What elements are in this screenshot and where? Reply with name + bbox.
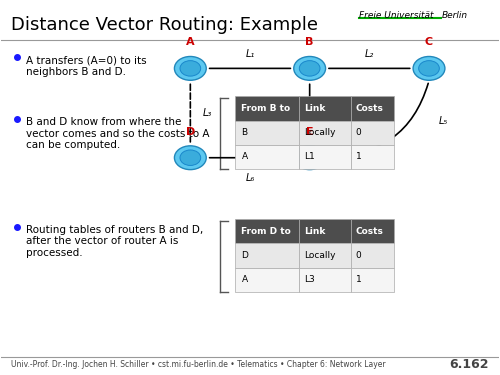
- Circle shape: [294, 146, 326, 170]
- Circle shape: [300, 150, 320, 165]
- FancyBboxPatch shape: [298, 219, 351, 243]
- Text: L1: L1: [304, 152, 314, 161]
- Text: B and D know from where the
vector comes and so the costs to A
can be computed.: B and D know from where the vector comes…: [26, 117, 210, 150]
- Text: A: A: [186, 37, 194, 47]
- Text: A transfers (A=0) to its
neighbors B and D.: A transfers (A=0) to its neighbors B and…: [26, 56, 147, 77]
- FancyBboxPatch shape: [298, 96, 351, 120]
- FancyArrowPatch shape: [329, 83, 428, 154]
- FancyBboxPatch shape: [235, 219, 298, 243]
- Circle shape: [180, 150, 201, 165]
- Circle shape: [174, 57, 206, 80]
- Text: D: D: [242, 251, 248, 260]
- Text: L₄: L₄: [322, 108, 332, 118]
- Text: Costs: Costs: [356, 104, 384, 113]
- Text: 6.162: 6.162: [449, 358, 488, 371]
- Text: From B to: From B to: [242, 104, 290, 113]
- Text: E: E: [306, 126, 314, 136]
- Text: Univ.-Prof. Dr.-Ing. Jochen H. Schiller • cst.mi.fu-berlin.de • Telematics • Cha: Univ.-Prof. Dr.-Ing. Jochen H. Schiller …: [12, 360, 386, 369]
- FancyBboxPatch shape: [351, 219, 394, 243]
- Text: L3: L3: [304, 275, 314, 284]
- Text: Berlin: Berlin: [442, 11, 468, 20]
- Text: Locally: Locally: [304, 128, 336, 137]
- Text: Distance Vector Routing: Example: Distance Vector Routing: Example: [12, 16, 318, 34]
- Text: L₃: L₃: [203, 108, 212, 118]
- Text: Locally: Locally: [304, 251, 336, 260]
- FancyBboxPatch shape: [298, 145, 351, 169]
- Text: L₂: L₂: [364, 49, 374, 59]
- Text: B: B: [306, 37, 314, 47]
- Text: Freie Universität: Freie Universität: [360, 11, 434, 20]
- Text: C: C: [425, 37, 433, 47]
- FancyBboxPatch shape: [351, 145, 394, 169]
- Text: 1: 1: [356, 152, 362, 161]
- Circle shape: [294, 57, 326, 80]
- FancyBboxPatch shape: [235, 243, 298, 267]
- FancyBboxPatch shape: [351, 243, 394, 267]
- Text: L₁: L₁: [246, 49, 254, 59]
- Text: 0: 0: [356, 251, 362, 260]
- Text: Link: Link: [304, 227, 326, 236]
- Text: 1: 1: [356, 275, 362, 284]
- FancyBboxPatch shape: [298, 243, 351, 267]
- Circle shape: [300, 61, 320, 76]
- FancyBboxPatch shape: [235, 96, 298, 120]
- FancyBboxPatch shape: [351, 120, 394, 145]
- Text: From D to: From D to: [242, 227, 291, 236]
- Text: A: A: [242, 275, 248, 284]
- Text: Routing tables of routers B and D,
after the vector of router A is
processed.: Routing tables of routers B and D, after…: [26, 225, 204, 258]
- FancyBboxPatch shape: [298, 267, 351, 292]
- FancyBboxPatch shape: [235, 145, 298, 169]
- Text: A: A: [242, 152, 248, 161]
- FancyBboxPatch shape: [351, 96, 394, 120]
- Circle shape: [413, 57, 445, 80]
- Text: B: B: [242, 128, 248, 137]
- Circle shape: [418, 61, 440, 76]
- Text: L₆: L₆: [246, 172, 254, 183]
- FancyBboxPatch shape: [351, 267, 394, 292]
- Circle shape: [174, 146, 206, 170]
- Text: L₅: L₅: [439, 116, 448, 126]
- Text: Link: Link: [304, 104, 326, 113]
- Text: Costs: Costs: [356, 227, 384, 236]
- Circle shape: [180, 61, 201, 76]
- FancyBboxPatch shape: [235, 267, 298, 292]
- Text: 0: 0: [356, 128, 362, 137]
- FancyBboxPatch shape: [235, 120, 298, 145]
- FancyBboxPatch shape: [298, 120, 351, 145]
- Text: D: D: [186, 126, 195, 136]
